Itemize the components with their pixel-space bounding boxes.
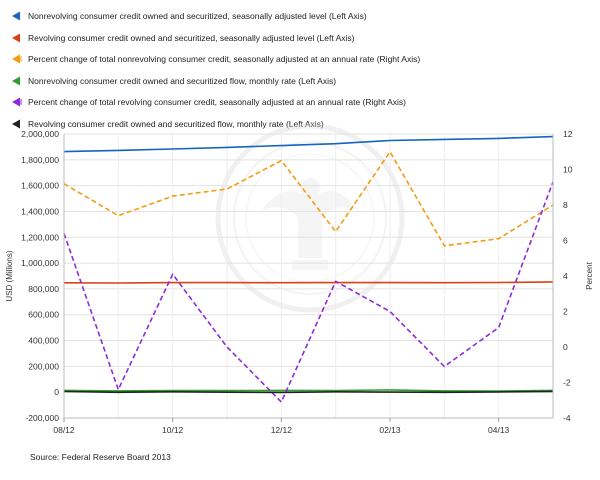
y-right-tick-label: 4 [563, 271, 568, 281]
line-chart: -200,000 0 200,000 400,000 600,000 800,000 1,0… [5, 123, 594, 435]
legend-label: Revolving consumer credit owned and secu… [28, 32, 355, 43]
legend-label: Percent change of total revolving consum… [28, 97, 406, 108]
y-right-axis-title: Percent [585, 261, 594, 289]
x-tick-label: 02/13 [379, 425, 401, 435]
legend-item[interactable]: Revolving consumer credit owned and secu… [10, 30, 590, 46]
legend-label: Nonrevolving consumer credit owned and s… [28, 11, 367, 21]
y-left-tick-label: 800,000 [28, 284, 59, 294]
legend-triangle-icon [12, 119, 20, 129]
series-line-6[interactable] [63, 390, 554, 394]
y-left-tick-label: 0 [54, 387, 59, 397]
y-left-tick-label: 1,400,000 [21, 206, 59, 216]
y-left-tick-label: 2,000,000 [21, 129, 59, 139]
y-right-tick-label: 8 [563, 200, 568, 210]
legend-triangle-icon [12, 33, 20, 43]
y-left-axis-title: USD (Millions) [5, 250, 14, 301]
legend-triangle-icon [12, 54, 22, 64]
legend-item[interactable]: Revolving consumer credit owned and secu… [10, 116, 590, 132]
y-right-tick-label: 2 [563, 307, 568, 317]
legend-item[interactable]: Percent change of total nonrevolving con… [10, 51, 590, 67]
series-line-3[interactable] [63, 150, 554, 247]
y-right-tick-label: -2 [563, 378, 571, 388]
source-note: Source: Federal Reserve Board 2013 [30, 452, 171, 462]
y-right-tick-label: 10 [563, 165, 573, 175]
y-right-tick-label: 12 [563, 129, 573, 139]
y-left-tick-label: 1,200,000 [21, 232, 59, 242]
series-line-1[interactable] [63, 135, 554, 153]
series-line-2[interactable] [63, 281, 554, 284]
y-left-tick-label: 1,800,000 [21, 155, 59, 165]
x-tick-label: 10/12 [162, 425, 184, 435]
x-tick-label: 08/12 [53, 425, 75, 435]
legend-item[interactable]: Percent change of total revolving consum… [10, 94, 590, 110]
y-left-tick-label: 1,000,000 [21, 258, 59, 268]
legend-item[interactable]: Nonrevolving consumer credit owned and s… [10, 73, 590, 89]
legend-label: Percent change of total nonrevolving con… [28, 54, 421, 65]
x-tick-label: 12/12 [271, 425, 293, 435]
y-left-tick-label: 1,600,000 [21, 181, 59, 191]
y-left-tick-label: 200,000 [28, 361, 59, 371]
y-right-tick-label: 6 [563, 236, 568, 246]
legend-label: Revolving consumer credit owned and secu… [28, 118, 324, 129]
chart-legend: Nonrevolving consumer credit owned and s… [10, 8, 590, 138]
legend-triangle-icon [12, 76, 20, 86]
legend-item[interactable]: Nonrevolving consumer credit owned and s… [10, 8, 590, 24]
legend-triangle-icon [12, 11, 20, 21]
y-right-tick-label: -4 [563, 413, 571, 423]
x-tick-label: 04/13 [488, 425, 510, 435]
y-left-tick-label: 400,000 [28, 336, 59, 346]
y-right-tick-label: 0 [563, 342, 568, 352]
series-line-4[interactable] [63, 389, 554, 392]
legend-label: Nonrevolving consumer credit owned and s… [28, 75, 337, 86]
y-left-tick-label: 600,000 [28, 310, 59, 320]
legend-triangle-icon [12, 97, 22, 107]
y-left-tick-label: -200,000 [25, 413, 59, 423]
